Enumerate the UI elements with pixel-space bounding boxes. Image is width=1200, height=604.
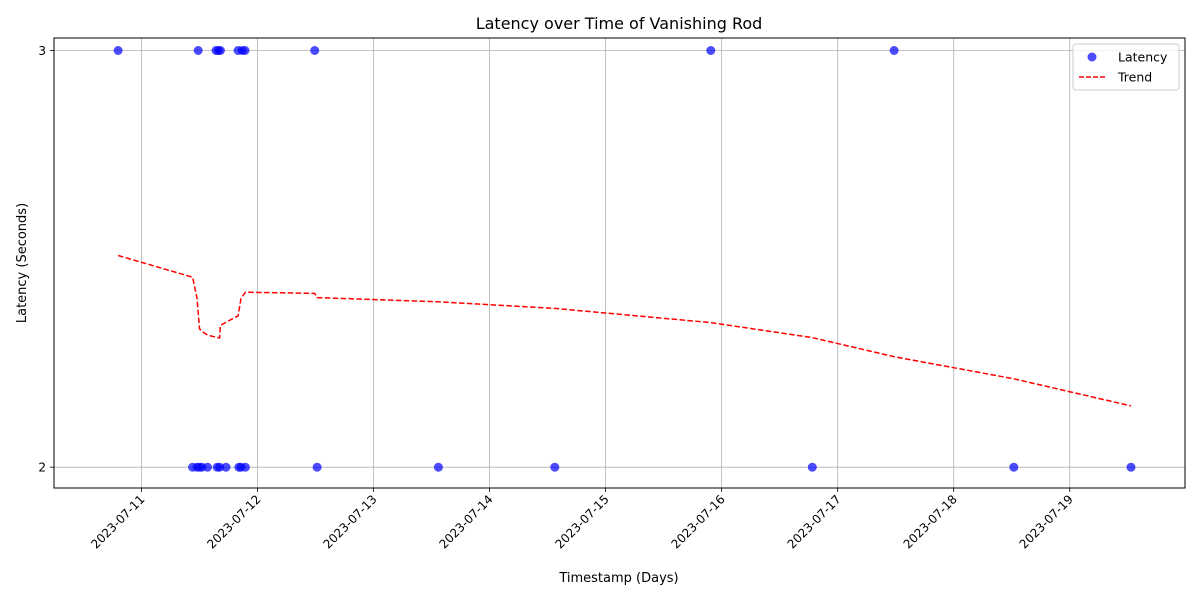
y-axis-ticks: 23 xyxy=(38,44,54,475)
latency-point xyxy=(1009,462,1019,472)
latency-series xyxy=(113,46,1136,472)
latency-point xyxy=(193,46,203,55)
latency-point xyxy=(215,462,225,472)
latency-point xyxy=(807,462,817,472)
latency-point xyxy=(706,46,716,55)
latency-point xyxy=(550,462,560,472)
latency-point xyxy=(889,46,899,55)
chart-title: Latency over Time of Vanishing Rod xyxy=(476,14,763,33)
latency-point xyxy=(113,46,123,55)
trend-line xyxy=(117,254,1132,407)
latency-point xyxy=(240,46,250,55)
y-tick-label: 2 xyxy=(38,461,46,475)
trend-series xyxy=(117,254,1132,407)
latency-point xyxy=(221,462,231,472)
latency-point xyxy=(433,462,443,472)
plot-frame xyxy=(53,37,1186,489)
legend-box xyxy=(1072,43,1180,91)
latency-point xyxy=(312,462,322,472)
legend-trend-label: Trend xyxy=(1117,70,1152,85)
latency-point xyxy=(203,462,212,472)
x-axis-label: Timestamp (Days) xyxy=(558,571,678,586)
legend-latency-label: Latency xyxy=(1118,50,1168,65)
latency-point xyxy=(240,462,250,472)
y-tick-label: 3 xyxy=(38,44,46,58)
latency-point xyxy=(215,46,225,55)
y-axis-label: Latency (Seconds) xyxy=(15,203,30,323)
legend-latency-marker xyxy=(1087,52,1097,62)
latency-point xyxy=(310,46,320,55)
legend: Latency Trend xyxy=(1072,43,1180,91)
latency-point xyxy=(1126,462,1136,472)
